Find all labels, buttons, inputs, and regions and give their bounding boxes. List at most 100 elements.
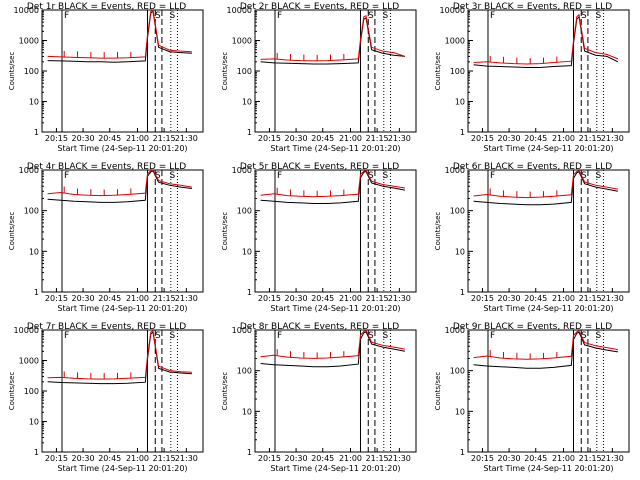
x-tick-label: 20:15 [258,454,281,463]
x-tick-label: 20:30 [285,134,308,143]
event-marker-s: S [169,171,175,181]
y-tick-label: 1 [34,448,39,457]
x-axis-label: Start Time (24-Sep-11 20:01:20) [483,304,613,313]
event-marker-s: S [595,171,601,181]
y-tick-label: 1000 [19,166,39,175]
y-tick-label: 10000 [227,6,252,15]
event-marker-s: S [581,171,587,181]
chart-title: Det 1r BLACK = Events, RED = LLD [27,2,186,12]
event-marker-f: F [277,11,282,21]
x-tick-label: 20:15 [471,454,494,463]
chart-title: Det 7r BLACK = Events, RED = LLD [27,322,186,332]
x-tick-label: 21:30 [175,294,198,303]
event-marker-s: S [382,331,388,341]
event-marker-s: S [581,331,587,341]
y-tick-label: 1000 [19,357,39,366]
plot-frame [467,9,630,133]
x-tick-label: 20:45 [311,134,334,143]
x-axis-label: Start Time (24-Sep-11 20:01:20) [57,464,187,473]
y-tick-label: 10000 [14,326,39,335]
series-lld [260,329,405,359]
x-tick-label: 21:15 [579,134,602,143]
series-events [473,331,618,369]
x-tick-label: 21:30 [601,294,624,303]
x-tick-label: 21:30 [388,294,411,303]
event-marker-s: S [382,11,388,21]
panel-det-1r: Det 1r BLACK = Events, RED = LLD 1 10 100 10… [8,2,204,153]
series-lld [47,329,192,380]
y-tick-label: 1 [460,448,465,457]
event-marker-s: S [169,11,175,21]
series-lld [473,330,618,360]
x-axis-label: Start Time (24-Sep-11 20:01:20) [483,464,613,473]
event-marker-s: S [581,11,587,21]
series-events [47,331,192,385]
y-tick-label: 10 [455,407,465,416]
x-tick-label: 21:15 [366,134,389,143]
y-tick-label: 1000 [232,166,252,175]
y-tick-label: 1 [460,288,465,297]
x-tick-label: 21:00 [552,294,575,303]
series-lld [473,169,618,199]
plot-frame [467,169,630,293]
x-tick-label: 20:30 [498,294,521,303]
y-tick-label: 10000 [440,6,465,15]
y-tick-label: 100 [24,67,39,76]
chart-title: Det 2r BLACK = Events, RED = LLD [240,2,399,12]
y-tick-label: 10 [242,247,252,256]
x-tick-label: 21:15 [153,294,176,303]
x-tick-label: 21:15 [366,454,389,463]
y-tick-label: 1000 [445,37,465,46]
x-axis-label: Start Time (24-Sep-11 20:01:20) [483,144,613,153]
event-marker-f: F [490,331,495,341]
x-tick-label: 21:15 [579,294,602,303]
chart-title: Det 3r BLACK = Events, RED = LLD [453,2,612,12]
event-marker-s: S [368,171,374,181]
y-tick-label: 100 [450,367,465,376]
y-tick-label: 10 [29,247,39,256]
panel-det-5r: Det 5r BLACK = Events, RED = LLD 1 10 100 10… [221,162,417,313]
x-tick-label: 20:15 [45,134,68,143]
series-lld [473,13,619,65]
panel-det-4r: Det 4r BLACK = Events, RED = LLD 1 10 100 10… [8,162,204,313]
event-marker-s: S [169,331,175,341]
plot-frame [254,169,417,293]
x-tick-label: 21:00 [339,454,362,463]
series-lld [47,169,192,197]
x-tick-label: 21:30 [388,454,411,463]
x-axis-label: Start Time (24-Sep-11 20:01:20) [57,144,187,153]
y-tick-label: 100 [237,67,252,76]
x-tick-label: 21:00 [339,134,362,143]
y-tick-label: 10 [242,407,252,416]
y-axis-label: Counts/sec [434,372,442,411]
x-tick-label: 20:30 [72,294,95,303]
panel-det-2r: Det 2r BLACK = Events, RED = LLD 1 10 100 10… [221,2,417,153]
plot-frame [41,169,204,293]
y-axis-label: Counts/sec [8,52,16,91]
y-tick-label: 1 [247,128,252,137]
event-marker-f: F [490,171,495,181]
x-tick-label: 20:45 [98,134,121,143]
chart-title: Det 4r BLACK = Events, RED = LLD [27,162,186,172]
x-tick-label: 20:30 [498,134,521,143]
event-marker-s: S [382,171,388,181]
x-axis-label: Start Time (24-Sep-11 20:01:20) [57,304,187,313]
series-events [47,10,192,63]
x-tick-label: 20:30 [498,454,521,463]
y-tick-label: 10 [29,418,39,427]
x-tick-label: 21:15 [579,454,602,463]
y-tick-label: 100 [450,207,465,216]
y-tick-label: 1 [247,288,252,297]
x-tick-label: 20:45 [311,454,334,463]
y-tick-label: 100 [237,367,252,376]
x-tick-label: 20:45 [524,294,547,303]
y-axis-label: Counts/sec [221,212,229,251]
panel-det-3r: Det 3r BLACK = Events, RED = LLD 1 10 100 10… [434,2,630,153]
x-tick-label: 21:15 [153,134,176,143]
chart-title: Det 8r BLACK = Events, RED = LLD [240,322,399,332]
y-axis-label: Counts/sec [221,52,229,91]
x-tick-label: 21:00 [126,134,149,143]
x-tick-label: 20:45 [311,294,334,303]
event-marker-s: S [155,171,161,181]
x-tick-label: 21:30 [175,134,198,143]
